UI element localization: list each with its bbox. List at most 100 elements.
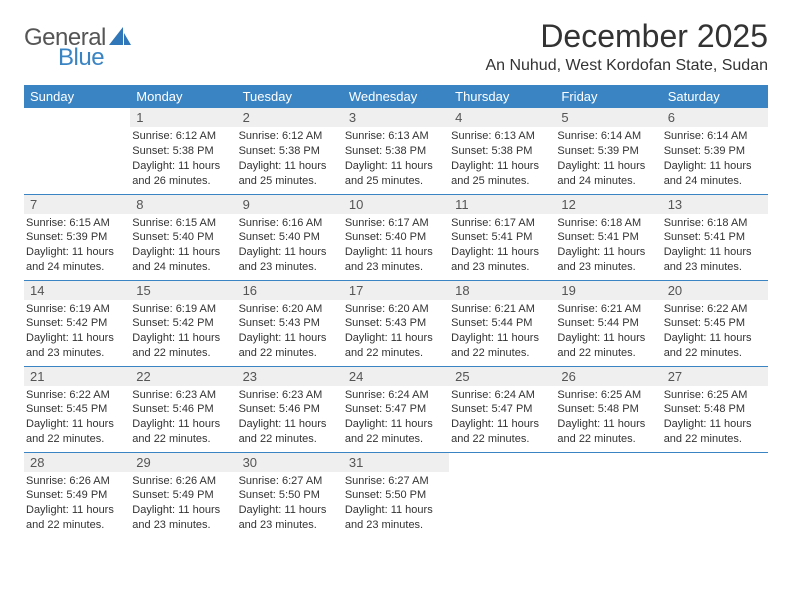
sunset-line: Sunset: 5:40 PM — [132, 230, 234, 245]
calendar-cell — [24, 108, 130, 194]
sunset-line: Sunset: 5:44 PM — [451, 316, 553, 331]
daylight-line: Daylight: 11 hours and 22 minutes. — [557, 417, 659, 447]
calendar-cell: 2Sunrise: 6:12 AMSunset: 5:38 PMDaylight… — [237, 108, 343, 194]
daylight-line: Daylight: 11 hours and 22 minutes. — [664, 331, 766, 361]
calendar-cell: 27Sunrise: 6:25 AMSunset: 5:48 PMDayligh… — [662, 366, 768, 452]
sunset-line: Sunset: 5:41 PM — [451, 230, 553, 245]
day-number: 12 — [555, 195, 661, 214]
weekday-header: Wednesday — [343, 85, 449, 108]
calendar-cell: 24Sunrise: 6:24 AMSunset: 5:47 PMDayligh… — [343, 366, 449, 452]
sunrise-line: Sunrise: 6:19 AM — [132, 302, 234, 317]
sunrise-line: Sunrise: 6:27 AM — [345, 474, 447, 489]
daylight-line: Daylight: 11 hours and 22 minutes. — [345, 417, 447, 447]
sunrise-line: Sunrise: 6:21 AM — [451, 302, 553, 317]
day-number: 25 — [449, 367, 555, 386]
calendar-cell: 15Sunrise: 6:19 AMSunset: 5:42 PMDayligh… — [130, 280, 236, 366]
day-details: Sunrise: 6:17 AMSunset: 5:41 PMDaylight:… — [449, 214, 555, 275]
day-details: Sunrise: 6:22 AMSunset: 5:45 PMDaylight:… — [24, 386, 130, 447]
daylight-line: Daylight: 11 hours and 23 minutes. — [132, 503, 234, 533]
calendar-cell: 21Sunrise: 6:22 AMSunset: 5:45 PMDayligh… — [24, 366, 130, 452]
calendar-cell: 31Sunrise: 6:27 AMSunset: 5:50 PMDayligh… — [343, 452, 449, 538]
daylight-line: Daylight: 11 hours and 22 minutes. — [26, 417, 128, 447]
day-number: 20 — [662, 281, 768, 300]
calendar-row: 28Sunrise: 6:26 AMSunset: 5:49 PMDayligh… — [24, 452, 768, 538]
sunset-line: Sunset: 5:38 PM — [345, 144, 447, 159]
daylight-line: Daylight: 11 hours and 24 minutes. — [26, 245, 128, 275]
day-details: Sunrise: 6:25 AMSunset: 5:48 PMDaylight:… — [555, 386, 661, 447]
sunrise-line: Sunrise: 6:12 AM — [239, 129, 341, 144]
day-details: Sunrise: 6:21 AMSunset: 5:44 PMDaylight:… — [449, 300, 555, 361]
calendar-cell: 5Sunrise: 6:14 AMSunset: 5:39 PMDaylight… — [555, 108, 661, 194]
sunset-line: Sunset: 5:46 PM — [239, 402, 341, 417]
day-details: Sunrise: 6:15 AMSunset: 5:39 PMDaylight:… — [24, 214, 130, 275]
sunrise-line: Sunrise: 6:14 AM — [664, 129, 766, 144]
calendar-table: Sunday Monday Tuesday Wednesday Thursday… — [24, 85, 768, 538]
sunrise-line: Sunrise: 6:22 AM — [664, 302, 766, 317]
sunrise-line: Sunrise: 6:17 AM — [451, 216, 553, 231]
day-number: 16 — [237, 281, 343, 300]
day-details: Sunrise: 6:26 AMSunset: 5:49 PMDaylight:… — [130, 472, 236, 533]
calendar-cell: 18Sunrise: 6:21 AMSunset: 5:44 PMDayligh… — [449, 280, 555, 366]
daylight-line: Daylight: 11 hours and 22 minutes. — [132, 417, 234, 447]
daylight-line: Daylight: 11 hours and 23 minutes. — [26, 331, 128, 361]
calendar-cell: 4Sunrise: 6:13 AMSunset: 5:38 PMDaylight… — [449, 108, 555, 194]
calendar-page: General Blue December 2025 An Nuhud, Wes… — [0, 0, 792, 612]
day-details: Sunrise: 6:13 AMSunset: 5:38 PMDaylight:… — [449, 127, 555, 188]
sunset-line: Sunset: 5:43 PM — [345, 316, 447, 331]
calendar-cell: 7Sunrise: 6:15 AMSunset: 5:39 PMDaylight… — [24, 194, 130, 280]
day-details: Sunrise: 6:13 AMSunset: 5:38 PMDaylight:… — [343, 127, 449, 188]
calendar-cell: 16Sunrise: 6:20 AMSunset: 5:43 PMDayligh… — [237, 280, 343, 366]
sunrise-line: Sunrise: 6:20 AM — [239, 302, 341, 317]
day-number: 4 — [449, 108, 555, 127]
brand-word-blue: Blue — [24, 44, 104, 72]
sunrise-line: Sunrise: 6:14 AM — [557, 129, 659, 144]
day-number: 10 — [343, 195, 449, 214]
daylight-line: Daylight: 11 hours and 24 minutes. — [557, 159, 659, 189]
sunrise-line: Sunrise: 6:12 AM — [132, 129, 234, 144]
sunset-line: Sunset: 5:45 PM — [26, 402, 128, 417]
calendar-cell: 19Sunrise: 6:21 AMSunset: 5:44 PMDayligh… — [555, 280, 661, 366]
calendar-cell: 11Sunrise: 6:17 AMSunset: 5:41 PMDayligh… — [449, 194, 555, 280]
calendar-cell: 3Sunrise: 6:13 AMSunset: 5:38 PMDaylight… — [343, 108, 449, 194]
sunrise-line: Sunrise: 6:23 AM — [239, 388, 341, 403]
sunrise-line: Sunrise: 6:21 AM — [557, 302, 659, 317]
calendar-cell: 26Sunrise: 6:25 AMSunset: 5:48 PMDayligh… — [555, 366, 661, 452]
daylight-line: Daylight: 11 hours and 23 minutes. — [345, 503, 447, 533]
calendar-cell: 25Sunrise: 6:24 AMSunset: 5:47 PMDayligh… — [449, 366, 555, 452]
daylight-line: Daylight: 11 hours and 22 minutes. — [26, 503, 128, 533]
calendar-cell: 12Sunrise: 6:18 AMSunset: 5:41 PMDayligh… — [555, 194, 661, 280]
title-location: An Nuhud, West Kordofan State, Sudan — [485, 57, 768, 75]
sunset-line: Sunset: 5:49 PM — [26, 488, 128, 503]
sunset-line: Sunset: 5:38 PM — [451, 144, 553, 159]
sunrise-line: Sunrise: 6:25 AM — [664, 388, 766, 403]
sunset-line: Sunset: 5:40 PM — [239, 230, 341, 245]
sunrise-line: Sunrise: 6:13 AM — [451, 129, 553, 144]
calendar-row: 14Sunrise: 6:19 AMSunset: 5:42 PMDayligh… — [24, 280, 768, 366]
day-details: Sunrise: 6:20 AMSunset: 5:43 PMDaylight:… — [343, 300, 449, 361]
daylight-line: Daylight: 11 hours and 23 minutes. — [239, 503, 341, 533]
calendar-cell: 20Sunrise: 6:22 AMSunset: 5:45 PMDayligh… — [662, 280, 768, 366]
calendar-cell: 23Sunrise: 6:23 AMSunset: 5:46 PMDayligh… — [237, 366, 343, 452]
daylight-line: Daylight: 11 hours and 22 minutes. — [451, 331, 553, 361]
sunrise-line: Sunrise: 6:13 AM — [345, 129, 447, 144]
sunset-line: Sunset: 5:47 PM — [345, 402, 447, 417]
weekday-header: Monday — [130, 85, 236, 108]
sunset-line: Sunset: 5:39 PM — [664, 144, 766, 159]
daylight-line: Daylight: 11 hours and 25 minutes. — [345, 159, 447, 189]
daylight-line: Daylight: 11 hours and 22 minutes. — [132, 331, 234, 361]
sunrise-line: Sunrise: 6:15 AM — [26, 216, 128, 231]
day-details: Sunrise: 6:27 AMSunset: 5:50 PMDaylight:… — [343, 472, 449, 533]
day-number: 13 — [662, 195, 768, 214]
day-number: 8 — [130, 195, 236, 214]
calendar-cell: 1Sunrise: 6:12 AMSunset: 5:38 PMDaylight… — [130, 108, 236, 194]
sunset-line: Sunset: 5:44 PM — [557, 316, 659, 331]
sunset-line: Sunset: 5:41 PM — [557, 230, 659, 245]
sunrise-line: Sunrise: 6:24 AM — [345, 388, 447, 403]
sunset-line: Sunset: 5:39 PM — [26, 230, 128, 245]
sunset-line: Sunset: 5:42 PM — [132, 316, 234, 331]
calendar-header-row: Sunday Monday Tuesday Wednesday Thursday… — [24, 85, 768, 108]
day-details: Sunrise: 6:18 AMSunset: 5:41 PMDaylight:… — [555, 214, 661, 275]
sunrise-line: Sunrise: 6:18 AM — [557, 216, 659, 231]
sunrise-line: Sunrise: 6:19 AM — [26, 302, 128, 317]
day-number: 27 — [662, 367, 768, 386]
